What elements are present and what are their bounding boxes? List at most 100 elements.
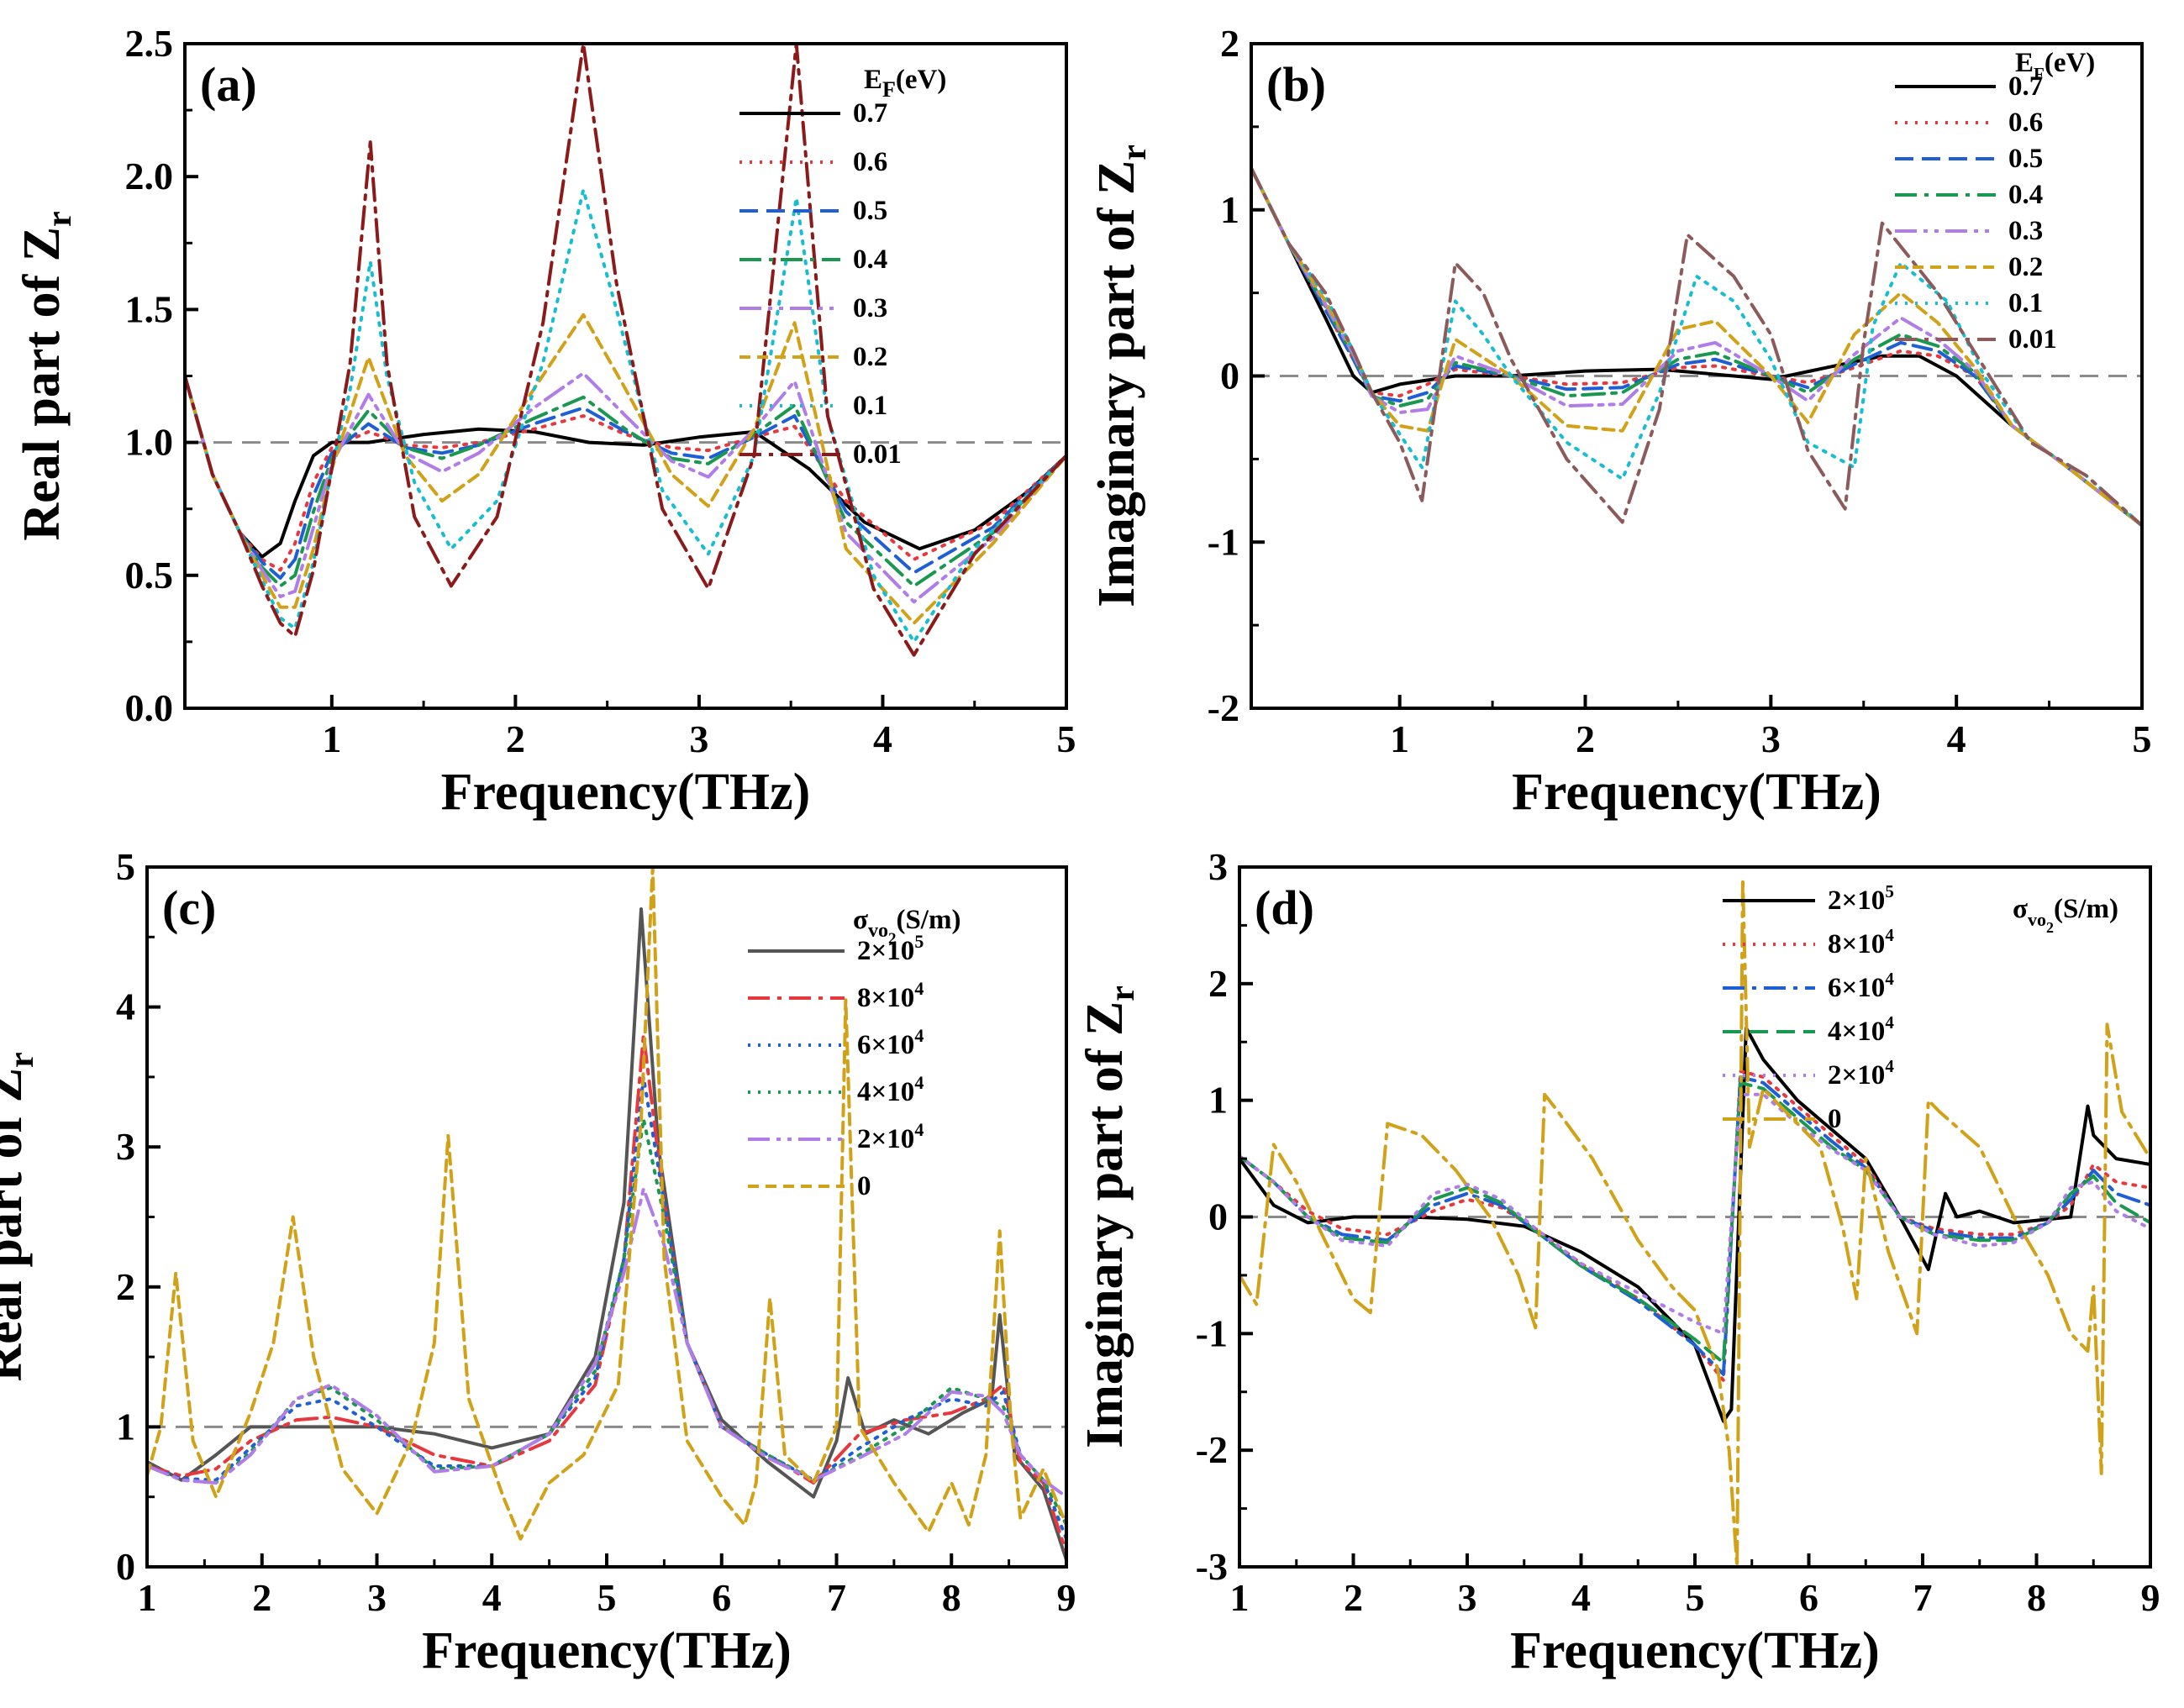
- x-axis-label: Frequency(THz): [1512, 764, 1881, 821]
- legend-title-sub: vo: [868, 920, 888, 942]
- legend-label-text: 2×10: [1828, 886, 1885, 916]
- legend-title-sub: F: [882, 77, 896, 102]
- legend-label-text: 0.7: [853, 98, 887, 129]
- y-tick-label: -1: [1208, 520, 1239, 563]
- legend-label-sup: 4: [914, 1025, 924, 1046]
- series-line-2: [1239, 1075, 2150, 1376]
- x-tick-label: 3: [1458, 1576, 1477, 1619]
- legend-label-text: 6×10: [857, 1030, 914, 1060]
- legend-label-0: 0.7: [2008, 71, 2043, 102]
- x-tick-label: 1: [1230, 1576, 1250, 1619]
- legend-label-text: 2×10: [1828, 1060, 1885, 1090]
- x-tick-label: 7: [827, 1576, 846, 1619]
- legend-label-text: 0.2: [2008, 252, 2043, 282]
- legend-label-text: 0.6: [853, 147, 887, 177]
- series-line-3: [185, 374, 1066, 588]
- legend-label-sup: 4: [1885, 969, 1894, 989]
- y-axis-label-sub: r: [1115, 145, 1154, 160]
- series-group: [147, 867, 1066, 1562]
- x-tick-label: 3: [367, 1576, 387, 1619]
- legend-label-0: 2×105: [857, 931, 924, 966]
- series-line-2: [147, 1075, 1066, 1541]
- y-tick-label: 2: [1208, 962, 1228, 1005]
- legend-title-suffix: (S/m): [2054, 894, 2118, 924]
- series-group: [1251, 166, 2142, 528]
- series-line-1: [185, 374, 1066, 572]
- legend-label-sup: 4: [914, 1119, 924, 1140]
- legend-label-4: 2×104: [857, 1119, 924, 1154]
- legend-title-sub: vo: [2028, 909, 2046, 930]
- y-tick-label: 2: [116, 1265, 135, 1308]
- chart-panel-d: 1 2 3 4 5 6 7 8 9 -3 -2 -1 0 1 2 3 Frequency(THz) Imagina…: [1076, 845, 2160, 1679]
- series-line-6: [185, 188, 1066, 644]
- legend-label-7: 0.01: [2008, 324, 2057, 355]
- chart-panel-a: 1 2 3 4 5 0.0 0.5 1.0 1.5 2.0 2.5 Frequency(THz) Rea…: [13, 22, 1076, 821]
- series-line-5: [185, 313, 1066, 625]
- x-tick-label: 4: [873, 717, 892, 760]
- legend-title-suffix: (eV): [896, 65, 946, 95]
- y-tick-label: 0: [1220, 355, 1239, 397]
- legend-title-sub: F: [2034, 64, 2045, 84]
- y-axis-label-sub: r: [3, 1052, 41, 1068]
- x-tick-label: 2: [1576, 717, 1595, 760]
- legend-label-sup: 4: [1885, 925, 1894, 945]
- y-tick-label: 5: [116, 845, 135, 888]
- legend-label-text: 0.5: [853, 196, 887, 226]
- x-tick-label: 2: [506, 717, 525, 760]
- legend-label-text: 2×10: [857, 1124, 914, 1154]
- legend-label-text: 0.3: [853, 293, 887, 323]
- series-line-4: [1239, 1092, 2150, 1336]
- legend-label-text: 0.1: [853, 391, 887, 421]
- x-tick-label: 2: [1344, 1576, 1363, 1619]
- legend-label-2: 6×104: [857, 1025, 924, 1060]
- legend-label-2: 0.5: [2008, 144, 2043, 174]
- y-tick-label: 1: [1208, 1079, 1228, 1122]
- legend-label-5: 0.2: [853, 342, 887, 372]
- legend-label-6: 0.1: [853, 391, 887, 421]
- legend-title-main: E: [864, 65, 882, 95]
- x-tick-label: 3: [689, 717, 708, 760]
- x-tick-label: 5: [1686, 1576, 1705, 1619]
- y-axis-label-sub: r: [40, 211, 79, 227]
- legend-label-text: 4×10: [857, 1077, 914, 1107]
- legend-label-sup: 4: [914, 978, 924, 999]
- y-axis-label: Imaginary part of Zr: [1088, 145, 1154, 607]
- panel-label: (d): [1255, 880, 1314, 935]
- legend-label-1: 8×104: [1828, 925, 1894, 959]
- y-tick-label: 2: [1220, 22, 1239, 65]
- y-tick-label: 2.5: [125, 22, 174, 65]
- legend-title-main: σ: [2013, 894, 2028, 924]
- series-line-1: [147, 1033, 1066, 1555]
- legend-label-text: 0.4: [853, 244, 887, 275]
- legend-title: σvo2(S/m): [853, 905, 960, 948]
- legend-label-2: 6×104: [1828, 969, 1894, 1003]
- series-line-0: [1239, 1026, 2150, 1423]
- legend-title: σvo2(S/m): [2013, 894, 2118, 936]
- y-tick-label: 1.5: [125, 287, 174, 330]
- y-axis-label-main: Real part of Z: [13, 227, 71, 541]
- legend-label-text: 0.6: [2008, 108, 2043, 138]
- legend-label-text: 0.01: [853, 439, 902, 470]
- legend-label-7: 0.01: [853, 439, 902, 470]
- x-tick-label: 7: [1913, 1576, 1933, 1619]
- x-tick-label: 8: [942, 1576, 961, 1619]
- legend-title-main: E: [2015, 48, 2034, 78]
- y-axis-label-sub: r: [1103, 985, 1142, 1001]
- y-tick-label: 3: [1208, 845, 1228, 888]
- legend-label-1: 8×104: [857, 978, 924, 1013]
- legend-label-text: 0: [857, 1171, 871, 1201]
- y-axis-label-main: Imaginary part of Z: [1088, 160, 1145, 607]
- series-line-5: [147, 867, 1066, 1541]
- y-tick-label: 0.0: [125, 686, 174, 729]
- x-tick-label: 1: [138, 1576, 157, 1619]
- legend-label-text: 0.3: [2008, 216, 2043, 246]
- y-tick-label: 0: [1208, 1196, 1228, 1238]
- series-line-4: [185, 371, 1066, 604]
- legend-label-sup: 4: [1885, 1056, 1894, 1076]
- legend-title-main: σ: [853, 905, 868, 935]
- x-tick-label: 6: [712, 1576, 731, 1619]
